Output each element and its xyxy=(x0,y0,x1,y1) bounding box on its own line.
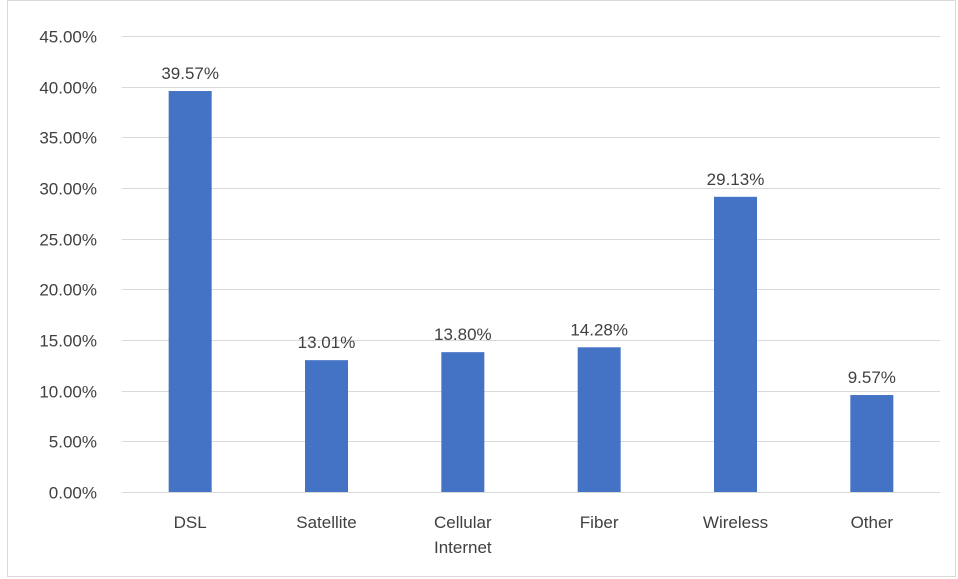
bar xyxy=(714,196,757,493)
y-tick-label: 10.00% xyxy=(39,383,97,402)
data-label: 13.80% xyxy=(434,325,492,344)
x-axis-tick-labels: DSL Satellite Cellular Internet Fiber Wireles… xyxy=(174,513,894,557)
data-label: 14.28% xyxy=(570,320,628,339)
y-tick-label: 20.00% xyxy=(39,281,97,300)
y-tick-label: 45.00% xyxy=(39,28,97,47)
gridlines xyxy=(122,36,940,493)
data-labels: 39.57% 13.01% 13.80% 14.28% 29.13% 9.57% xyxy=(161,64,896,387)
y-tick-label: 25.00% xyxy=(39,231,97,250)
x-tick-label: Internet xyxy=(434,538,492,557)
y-axis-tick-labels: 0.00% 5.00% 10.00% 15.00% 20.00% 25.00% 30.00%… xyxy=(39,28,97,503)
y-tick-label: 40.00% xyxy=(39,79,97,98)
y-tick-label: 35.00% xyxy=(39,129,97,148)
y-tick-label: 15.00% xyxy=(39,332,97,351)
data-label: 39.57% xyxy=(161,64,219,83)
x-tick-label: DSL xyxy=(174,513,207,532)
bars xyxy=(168,91,894,493)
bar xyxy=(577,347,621,492)
data-label: 9.57% xyxy=(848,368,896,387)
bar xyxy=(305,360,348,492)
bar xyxy=(441,352,485,492)
y-tick-label: 5.00% xyxy=(49,433,97,452)
x-tick-label: Satellite xyxy=(296,513,356,532)
y-tick-label: 30.00% xyxy=(39,180,97,199)
x-tick-label: Cellular xyxy=(434,513,492,532)
x-tick-label: Wireless xyxy=(703,513,768,532)
y-tick-label: 0.00% xyxy=(49,484,97,503)
data-label: 13.01% xyxy=(298,333,356,352)
x-tick-label: Other xyxy=(851,513,894,532)
bar xyxy=(850,395,894,492)
data-label: 29.13% xyxy=(707,170,765,189)
bar xyxy=(168,91,212,493)
x-tick-label: Fiber xyxy=(580,513,619,532)
